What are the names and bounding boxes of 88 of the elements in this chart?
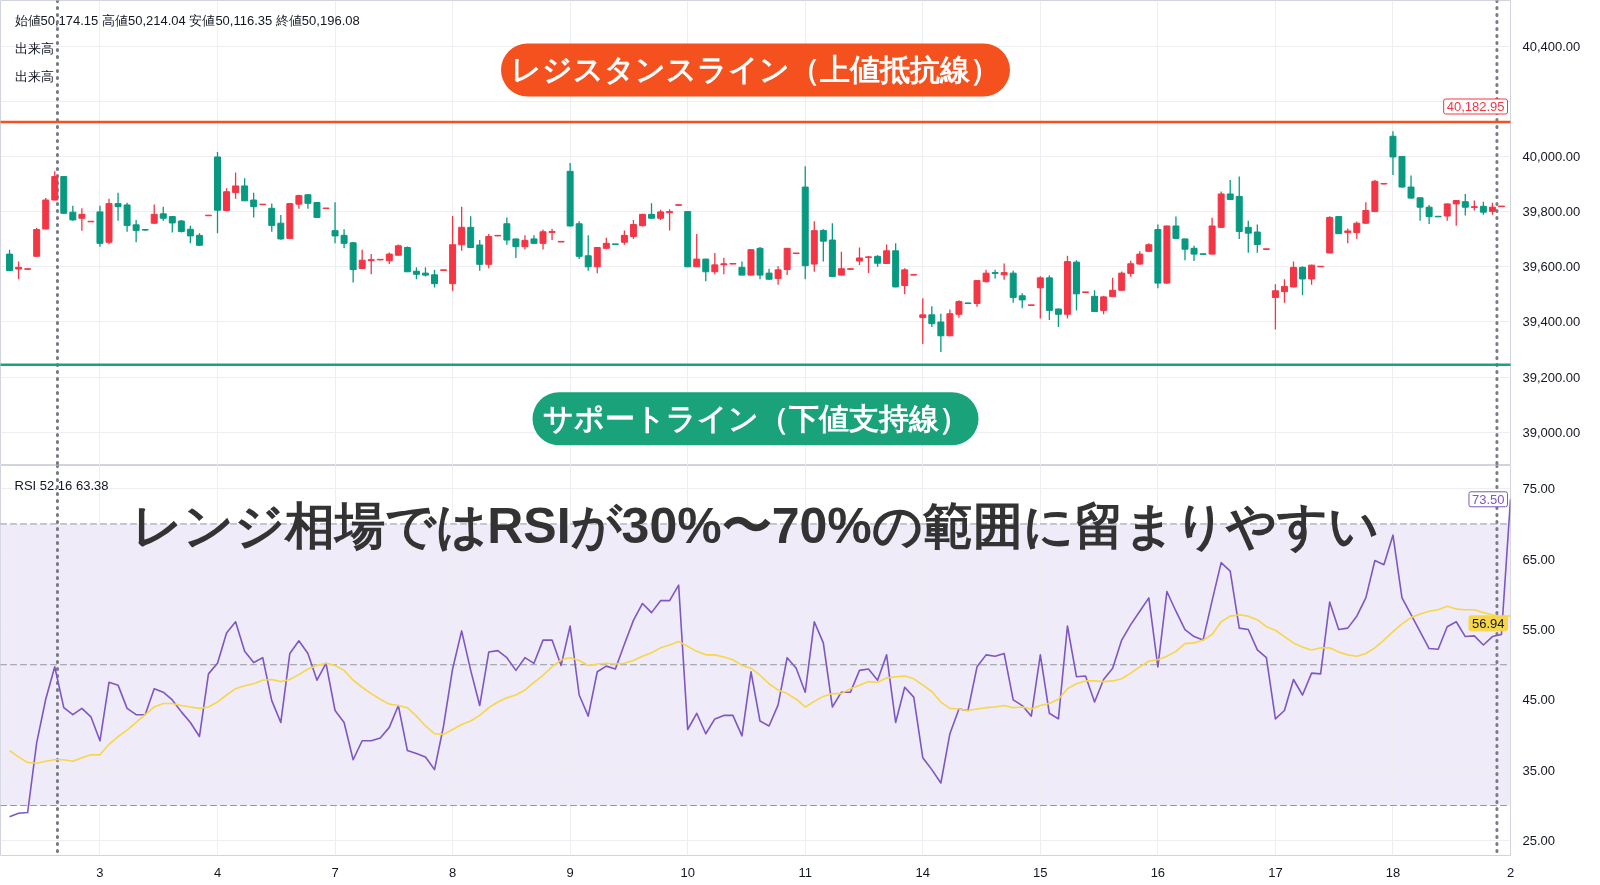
candlestick <box>78 207 86 232</box>
candlestick <box>467 215 475 249</box>
candlestick <box>901 267 909 295</box>
candlestick <box>1461 193 1469 217</box>
x-tick-label: 16 <box>1150 864 1166 880</box>
candlestick <box>1425 204 1433 225</box>
candlestick <box>666 208 674 232</box>
candlestick <box>1280 278 1288 304</box>
candlestick <box>1118 270 1126 292</box>
candlestick <box>1054 307 1062 328</box>
x-tick-label: 3 <box>96 864 104 880</box>
annotation: 出来高 <box>14 41 54 56</box>
y-tick-label: 25.00 <box>1522 833 1556 849</box>
x-tick-label: 7 <box>331 864 339 880</box>
candlestick <box>241 177 249 202</box>
annotation: 56.94 <box>1471 615 1505 631</box>
candlestick <box>250 192 258 219</box>
candlestick <box>232 171 240 200</box>
candlestick <box>1452 199 1460 227</box>
x-tick-label: 4 <box>213 864 222 880</box>
candlestick <box>1308 264 1316 286</box>
candlestick <box>1407 174 1415 200</box>
y-tick-label: 35.00 <box>1522 762 1556 778</box>
candlestick <box>1172 215 1180 240</box>
candlestick <box>1109 277 1117 298</box>
y-tick-label: 39,600.00 <box>1522 259 1581 275</box>
candlestick <box>1362 201 1370 225</box>
candlestick <box>458 206 466 252</box>
candlestick <box>819 228 827 263</box>
x-tick-label: 17 <box>1268 864 1283 880</box>
candlestick <box>883 243 891 265</box>
candlestick <box>629 219 637 240</box>
candlestick <box>367 253 375 275</box>
candlestick <box>277 214 285 241</box>
candlestick <box>937 313 945 353</box>
x-tick-label: 18 <box>1385 864 1401 880</box>
candlestick <box>837 250 845 277</box>
y-tick-label: 65.00 <box>1522 551 1556 567</box>
y-tick-label: 39,400.00 <box>1522 314 1581 330</box>
candlestick <box>783 247 791 276</box>
candlestick <box>268 202 276 233</box>
annotation: レンジ相場ではRSIが30%〜70%の範囲に留まりやすい <box>132 497 1379 554</box>
candlestick <box>1253 223 1261 254</box>
line-series <box>8 605 1511 765</box>
x-tick-label: 11 <box>798 864 812 880</box>
candlestick <box>720 257 728 275</box>
x-tick-label: 2 <box>1506 864 1515 880</box>
y-tick-label: 40,000.00 <box>1522 148 1581 164</box>
candlestick <box>702 258 710 282</box>
candlestick <box>1299 265 1307 296</box>
candlestick <box>1244 220 1252 254</box>
annotation: 73.50 <box>1471 491 1505 507</box>
candlestick <box>512 238 520 259</box>
candlestick <box>150 203 158 225</box>
candlestick <box>476 239 484 272</box>
annotation: RSI 52.16 63.38 <box>14 478 109 493</box>
candlestick <box>1271 283 1279 331</box>
candlestick <box>593 246 601 274</box>
x-tick-label: 9 <box>566 864 574 880</box>
candlestick <box>919 297 927 345</box>
candlestick <box>946 308 954 337</box>
candlestick <box>774 265 782 286</box>
ref-line-label: サポートライン（下値支持線） <box>542 402 969 436</box>
y-tick-label: 39,200.00 <box>1522 369 1581 385</box>
candlestick <box>1416 196 1424 222</box>
candlestick <box>584 234 592 272</box>
y-tick-label: 75.00 <box>1522 481 1556 497</box>
y-tick-label: 45.00 <box>1522 692 1556 708</box>
candlestick <box>711 252 719 275</box>
candlestick <box>991 269 999 280</box>
candlestick <box>1290 260 1297 288</box>
candlestick <box>928 305 936 328</box>
y-tick-label: 40,400.00 <box>1522 38 1581 54</box>
annotation: 出来高 <box>14 69 54 84</box>
x-tick-label: 14 <box>915 864 931 880</box>
candlestick <box>1036 275 1044 320</box>
y-tick-label: 39,800.00 <box>1522 204 1581 220</box>
x-tick-label: 15 <box>1033 864 1048 880</box>
annotation: 始値50,174.15 高値50,214.04 安値50,116.35 終値50,196.08 <box>14 13 360 28</box>
x-tick-label: 10 <box>680 864 695 880</box>
x-tick-label: 8 <box>448 864 457 880</box>
candlestick <box>693 233 701 268</box>
candlestick <box>6 249 14 272</box>
annotation: 40,182.95 <box>1446 99 1505 114</box>
candlestick <box>503 216 511 246</box>
y-tick-label: 39,000.00 <box>1522 424 1581 440</box>
y-tick-label: 55.00 <box>1522 622 1556 638</box>
ref-line-label: レジスタンスライン（上値抵抗線） <box>511 53 1000 87</box>
